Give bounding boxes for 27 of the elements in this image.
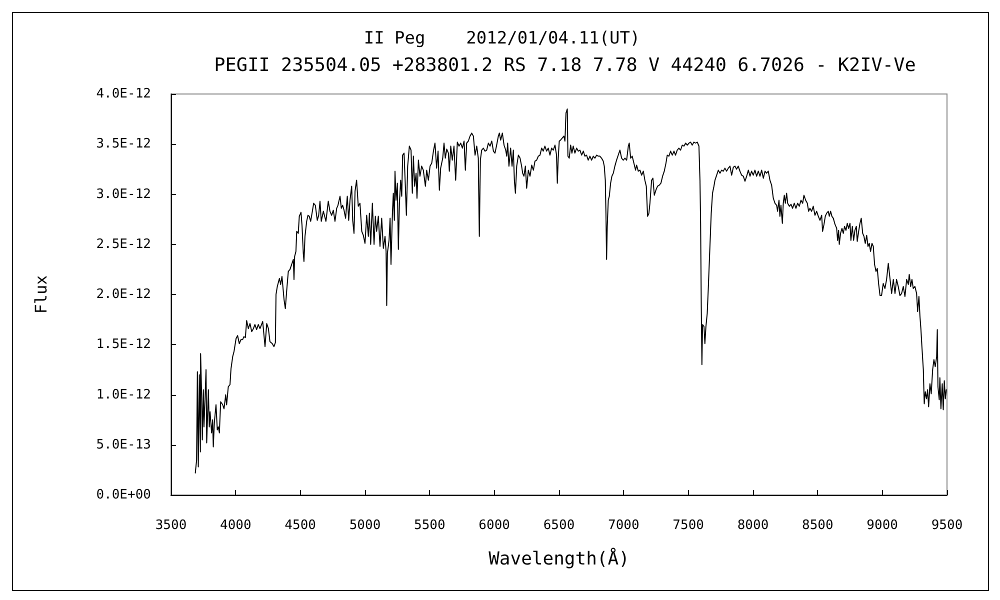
chart-title: II Peg 2012/01/04.11(UT) <box>364 28 640 48</box>
x-tick-label: 3500 <box>155 518 187 533</box>
y-tick-label: 2.5E-12 <box>96 236 151 252</box>
y-tick-label: 4.0E-12 <box>96 86 151 102</box>
x-axis-title: Wavelength(Å) <box>488 548 630 570</box>
x-tick-label: 7000 <box>608 518 640 533</box>
y-tick-label: 1.5E-12 <box>96 337 151 352</box>
x-tick-label: 8500 <box>802 518 834 533</box>
y-tick-label: 1.0E-12 <box>96 387 151 402</box>
x-tick-label: 6000 <box>478 518 510 533</box>
y-tick-label: 0.0E+00 <box>96 488 151 502</box>
x-tick-label: 6500 <box>543 518 575 533</box>
y-axis-title: Flux <box>32 274 50 314</box>
x-tick-label: 7500 <box>672 518 704 533</box>
x-tick-label: 5000 <box>349 518 381 533</box>
x-tick-label: 9000 <box>866 518 898 533</box>
x-tick-label: 9500 <box>931 518 963 533</box>
x-tick-label: 5500 <box>414 518 446 533</box>
chart-subtitle: PEGII 235504.05 +283801.2 RS 7.18 7.78 V 44240 6.7026 - K2IV-Ve <box>214 55 916 76</box>
y-tick-label: 3.5E-12 <box>96 136 151 152</box>
x-tick-label: 4500 <box>284 518 316 533</box>
x-tick-label: 4000 <box>220 518 252 533</box>
line-series <box>194 108 947 474</box>
x-tick-label: 8000 <box>737 518 769 533</box>
y-tick-label: 2.0E-12 <box>96 287 151 302</box>
y-tick-label: 5.0E-13 <box>96 437 151 452</box>
y-tick-label: 3.0E-12 <box>96 186 151 202</box>
